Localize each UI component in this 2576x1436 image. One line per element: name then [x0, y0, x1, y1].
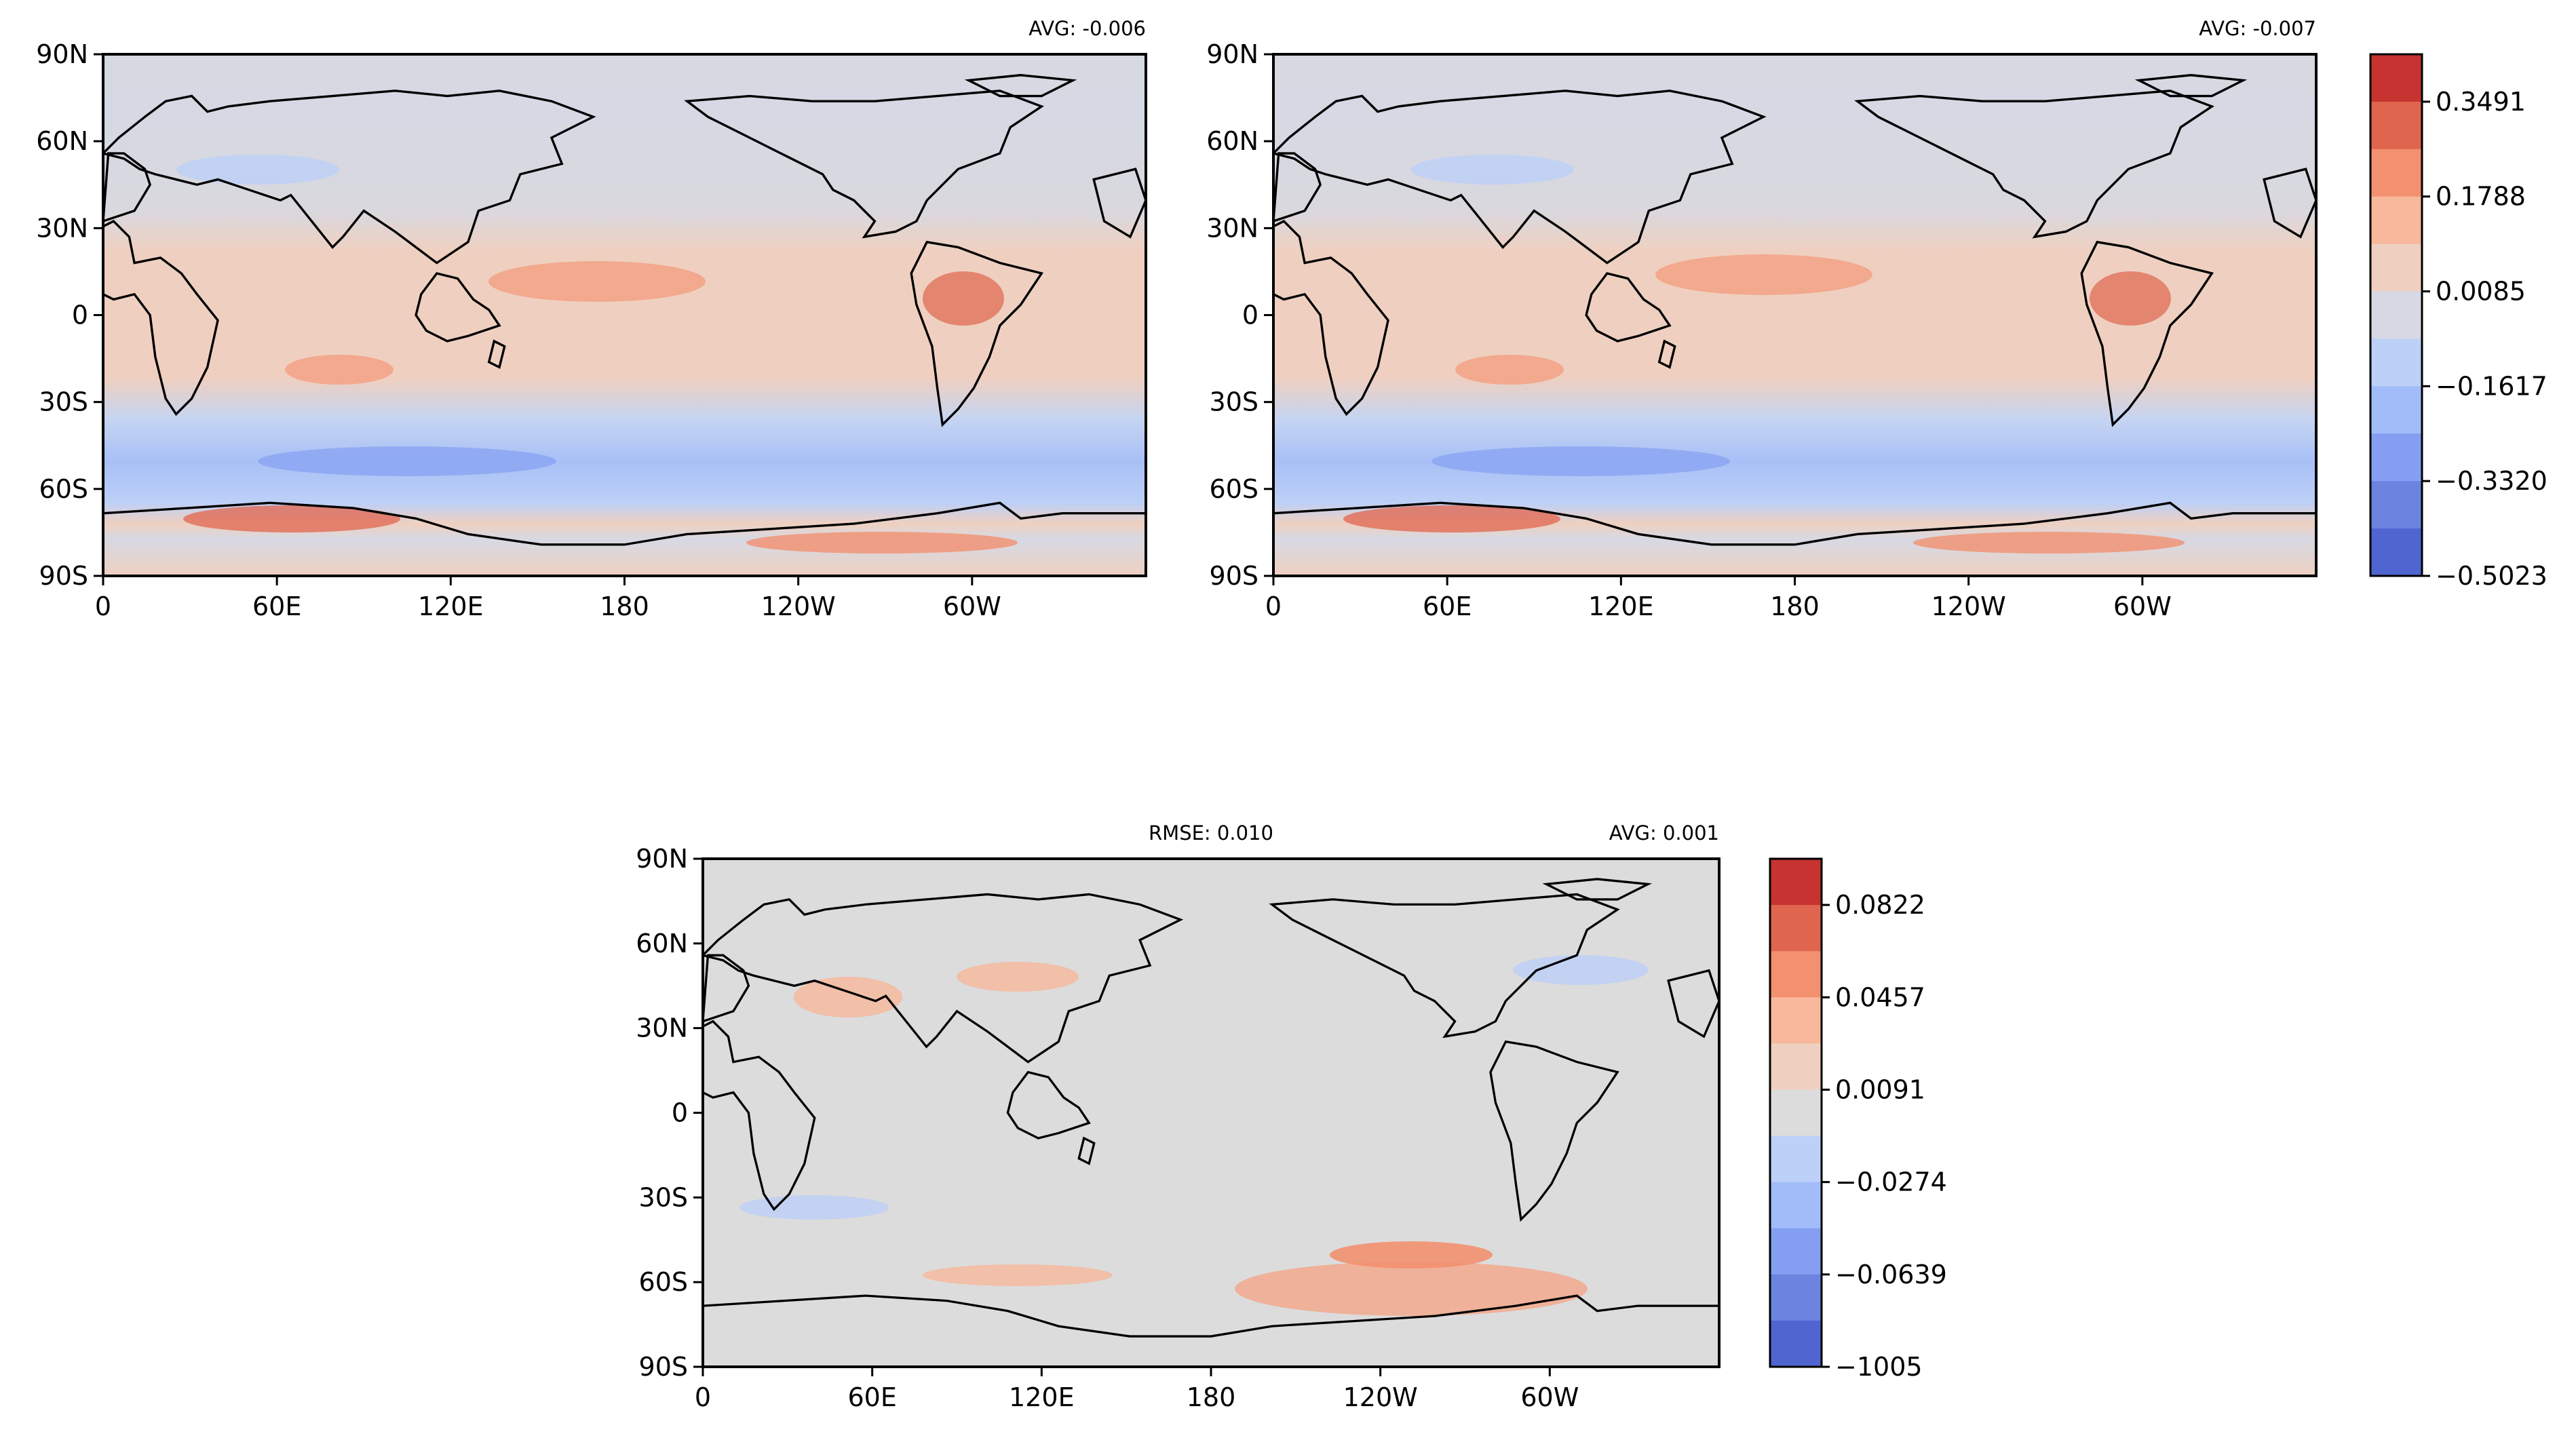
colorbar-segment: [2370, 481, 2422, 529]
colorbar-segment: [2370, 244, 2422, 292]
lon-tick-label: 120W: [761, 591, 836, 621]
lat-tick-label: 30N: [1206, 213, 1258, 243]
colorbar-segment: [2370, 54, 2422, 102]
lat-tick-label: 90N: [1206, 39, 1258, 69]
lon-tick-label: 60W: [2113, 591, 2172, 621]
lat-tick-label: 90S: [639, 1352, 688, 1382]
lon-axis: 0 60E 120E 180 120W 60W: [1265, 576, 2172, 621]
colorbar-label: 0.1788: [2436, 182, 2526, 212]
lon-tick-label: 60E: [847, 1382, 896, 1412]
avg-label: AVG: -0.006: [1029, 17, 1146, 40]
colorbar-label: 0.0822: [1835, 890, 1925, 920]
lon-tick-label: 180: [1770, 591, 1820, 621]
lat-tick-label: 30S: [39, 387, 88, 417]
lon-tick-label: 120E: [1588, 591, 1654, 621]
colorbar-segment: [1770, 1089, 1822, 1137]
lon-tick-label: 0: [695, 1382, 711, 1412]
colorbar-segment: [2370, 149, 2422, 197]
panel-bottom-difference: RMSE: 0.010 AVG: 0.001 90N60N30N030S60S9…: [636, 821, 1720, 1412]
lon-axis: 0 60E 120E 180 120W 60W: [695, 1367, 1579, 1412]
lat-tick-label: 30N: [36, 213, 88, 243]
avg-label: AVG: -0.007: [2199, 17, 2316, 40]
lon-tick-label: 0: [1265, 591, 1282, 621]
lat-tick-label: 30N: [636, 1013, 688, 1043]
lon-tick-label: 180: [1187, 1382, 1236, 1412]
lat-tick-label: 60N: [636, 929, 688, 958]
colorbar-label: −1005: [1835, 1352, 1923, 1382]
colorbar-segment: [1770, 951, 1822, 998]
colorbar-difference: 0.0822 0.0457 0.0091 −0.0274 −0.0639 −1005: [1769, 857, 1947, 1382]
panel-top-left: AVG: -0.006 90N 60N 30N 0 30S 60S 90S 0 60E 120E…: [36, 17, 1147, 621]
colorbar-segment: [1770, 1182, 1822, 1229]
lon-tick-label: 120E: [1009, 1382, 1075, 1412]
lat-tick-label: 30S: [1210, 387, 1258, 417]
lon-tick-label: 180: [600, 591, 649, 621]
lat-tick-label: 90S: [1210, 561, 1258, 591]
lat-axis: 90N 60N 30N 0 30S 60S 90S: [36, 39, 103, 591]
lat-tick-label: 90N: [636, 844, 688, 874]
lat-tick-label: 0: [1242, 300, 1258, 330]
lon-tick-label: 120E: [418, 591, 484, 621]
colorbar-segment: [2370, 101, 2422, 150]
colorbar-segment: [1770, 1043, 1822, 1090]
colorbar-segment: [2370, 433, 2422, 482]
colorbar-segment: [1770, 997, 1822, 1044]
lat-axis: 90N 60N 30N 0 30S 60S 90S: [636, 844, 703, 1382]
colorbar-label: −0.3320: [2436, 466, 2548, 496]
colorbar-label: −0.0639: [1835, 1260, 1947, 1289]
lon-tick-label: 60W: [1520, 1382, 1579, 1412]
colorbar-label: 0.0085: [2436, 277, 2526, 307]
lat-tick-label: 90S: [39, 561, 88, 591]
lat-tick-label: 60S: [39, 474, 88, 504]
colorbar-frame: [2369, 53, 2423, 577]
colorbar-label: −0.1617: [2436, 371, 2548, 401]
lon-tick-label: 120W: [1343, 1382, 1418, 1412]
lon-tick-label: 60W: [943, 591, 1001, 621]
panel-top-right: AVG: -0.007 90N 60N 30N 0 30S 60S 90S 0 60E 120E…: [1206, 17, 2318, 621]
colorbar-segment: [2370, 291, 2422, 339]
colorbar-segment: [1770, 859, 1822, 906]
lat-tick-label: 60N: [36, 126, 88, 156]
lat-tick-label: 60S: [639, 1267, 688, 1297]
rmse-label: RMSE: 0.010: [1149, 821, 1273, 845]
colorbar-label: −0.5023: [2436, 561, 2548, 591]
lon-tick-label: 0: [95, 591, 111, 621]
lat-tick-label: 0: [672, 1098, 688, 1128]
colorbar-frame: [1769, 857, 1823, 1368]
colorbar-label: 0.0091: [1835, 1074, 1925, 1104]
lat-tick-label: 0: [72, 300, 88, 330]
colorbar-segment: [1770, 1228, 1822, 1275]
avg-label: AVG: 0.001: [1609, 821, 1719, 845]
colorbar-segment: [1770, 905, 1822, 952]
colorbar-segment: [2370, 338, 2422, 387]
colorbar-segment: [1770, 1136, 1822, 1183]
colorbar-segment: [2370, 528, 2422, 577]
colorbar-label: 0.0457: [1835, 982, 1925, 1012]
colorbar-segment: [2370, 196, 2422, 245]
lon-tick-label: 60E: [1423, 591, 1472, 621]
colorbar-main: 0.3491 0.1788 0.0085 −0.1617 −0.3320 −0.5023: [2369, 53, 2548, 591]
colorbar-label: −0.0274: [1835, 1167, 1947, 1197]
colorbar-segment: [1770, 1320, 1822, 1367]
lat-tick-label: 60S: [1210, 474, 1258, 504]
lat-tick-label: 90N: [36, 39, 88, 69]
colorbar-segment: [1770, 1274, 1822, 1321]
lat-axis: 90N 60N 30N 0 30S 60S 90S: [1206, 39, 1273, 591]
colorbar-label: 0.3491: [2436, 87, 2526, 117]
lon-tick-label: 120W: [1931, 591, 2006, 621]
lat-tick-label: 30S: [639, 1182, 688, 1212]
lon-axis: 0 60E 120E 180 120W 60W: [95, 576, 1001, 621]
lat-tick-label: 60N: [1206, 126, 1258, 156]
lon-tick-label: 60E: [252, 591, 301, 621]
colorbar-segment: [2370, 386, 2422, 434]
